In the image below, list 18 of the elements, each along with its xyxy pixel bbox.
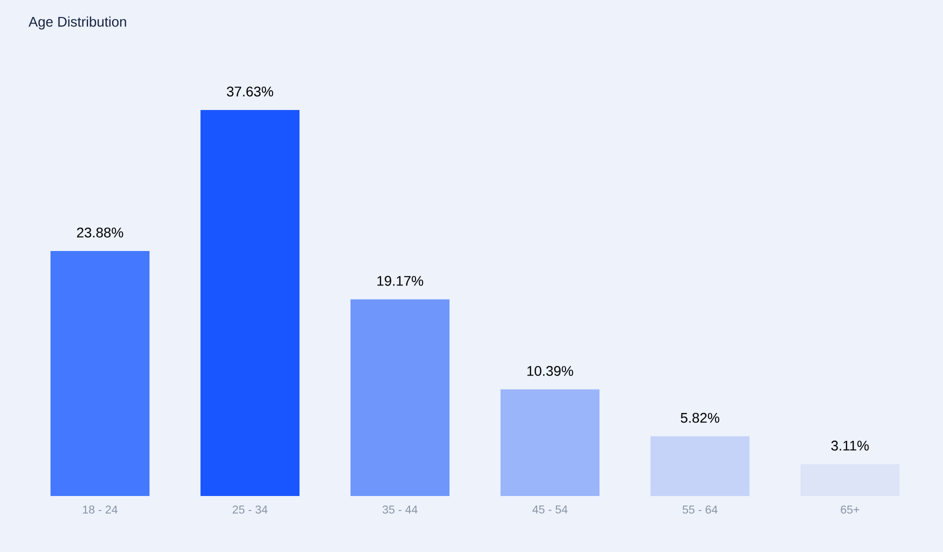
x-tick-label: 35 - 44 (382, 506, 418, 514)
x-tick-label: 25 - 34 (232, 506, 268, 514)
bar (350, 299, 450, 496)
x-tick-label: 18 - 24 (83, 506, 118, 514)
data-label: 19.17% (377, 276, 424, 286)
chart-title: Age Distribution (28, 16, 126, 30)
x-tick-label: 45 - 54 (532, 506, 568, 514)
data-label: 10.39% (527, 366, 574, 376)
bar (500, 389, 600, 496)
data-label: 5.82% (680, 412, 720, 423)
data-label: 37.63% (226, 86, 274, 96)
x-tick-label: 55 - 64 (682, 506, 718, 514)
data-label: 3.11% (831, 440, 869, 451)
bar (50, 251, 150, 496)
bar (200, 110, 300, 496)
data-label: 23.88% (77, 228, 124, 238)
bar (650, 436, 750, 496)
x-tick-label: 65+ (840, 506, 860, 514)
